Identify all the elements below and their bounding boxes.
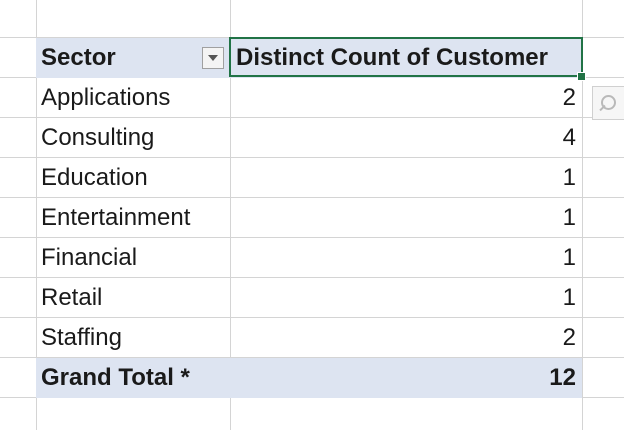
sector-cell[interactable]: Retail	[41, 284, 103, 311]
grand-total-count-cell[interactable]: 12	[549, 364, 576, 391]
pivot-header-row: Sector Distinct Count of Customer	[36, 38, 582, 78]
row-gridline	[0, 157, 624, 158]
grand-total-row: Grand Total * 12	[36, 358, 582, 398]
count-cell[interactable]: 1	[562, 164, 576, 191]
count-cell[interactable]: 4	[562, 124, 576, 151]
sector-header-label: Sector	[41, 44, 116, 71]
sector-cell[interactable]: Financial	[41, 244, 138, 271]
count-cell[interactable]: 1	[562, 244, 576, 271]
sector-filter-button[interactable]	[202, 47, 224, 69]
dropdown-arrow-icon	[208, 55, 218, 61]
fill-handle[interactable]	[577, 72, 586, 81]
sector-cell[interactable]: Education	[41, 164, 148, 191]
sector-cell[interactable]: Consulting	[41, 124, 155, 151]
row-gridline	[0, 197, 624, 198]
row-gridline	[0, 237, 624, 238]
count-header-cell[interactable]: Distinct Count of Customer	[230, 38, 582, 78]
row-gridline	[0, 317, 624, 318]
sector-header-cell[interactable]: Sector	[36, 38, 229, 78]
count-header-label: Distinct Count of Customer	[236, 44, 548, 71]
table-row: Entertainment 1	[36, 198, 582, 238]
table-row: Financial 1	[36, 238, 582, 278]
table-row: Education 1	[36, 158, 582, 198]
table-row: Staffing 2	[36, 318, 582, 358]
table-row: Consulting 4	[36, 118, 582, 158]
grand-total-label-cell[interactable]: Grand Total *	[41, 364, 190, 391]
quick-analysis-button[interactable]	[592, 86, 624, 120]
sector-cell[interactable]: Entertainment	[41, 204, 191, 231]
sector-cell[interactable]: Applications	[41, 84, 171, 111]
row-gridline	[0, 117, 624, 118]
count-cell[interactable]: 1	[562, 204, 576, 231]
column-gridline	[582, 0, 583, 430]
table-row: Applications 2	[36, 78, 582, 118]
count-cell[interactable]: 2	[562, 324, 576, 351]
sector-cell[interactable]: Staffing	[41, 324, 122, 351]
row-gridline	[0, 357, 624, 358]
column-gridline	[36, 0, 37, 430]
table-row: Retail 1	[36, 278, 582, 318]
column-gridline	[230, 0, 231, 430]
row-gridline	[0, 277, 624, 278]
count-cell[interactable]: 2	[562, 84, 576, 111]
count-cell[interactable]: 1	[562, 284, 576, 311]
